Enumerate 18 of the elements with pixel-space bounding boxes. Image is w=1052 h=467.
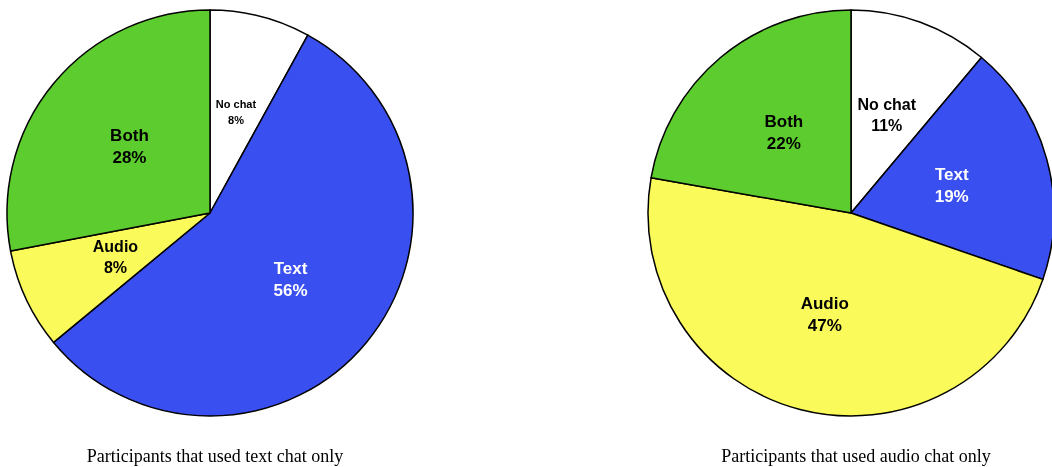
- data-label: 19%: [934, 186, 969, 206]
- text: Participants that used audio chat only: [721, 446, 991, 466]
- slice-label: Text: [934, 164, 969, 184]
- slice-label: No chat: [857, 95, 917, 113]
- data-label: 8%: [228, 113, 245, 126]
- data-label: 56%: [273, 281, 308, 301]
- slice-label: Audio: [92, 238, 139, 256]
- data-label: 8%: [103, 259, 128, 277]
- slice-label: Both: [764, 112, 804, 132]
- text: Participants that used text chat only: [86, 446, 344, 466]
- slice-label: Audio: [800, 293, 849, 313]
- data-label: 28%: [112, 147, 147, 167]
- data-label: 22%: [766, 134, 801, 154]
- slice-label: Both: [110, 125, 149, 145]
- slice-label: No chat: [215, 97, 257, 110]
- slice-label: Text: [273, 259, 308, 279]
- data-label: 47%: [807, 315, 842, 335]
- data-label: 11%: [871, 116, 903, 134]
